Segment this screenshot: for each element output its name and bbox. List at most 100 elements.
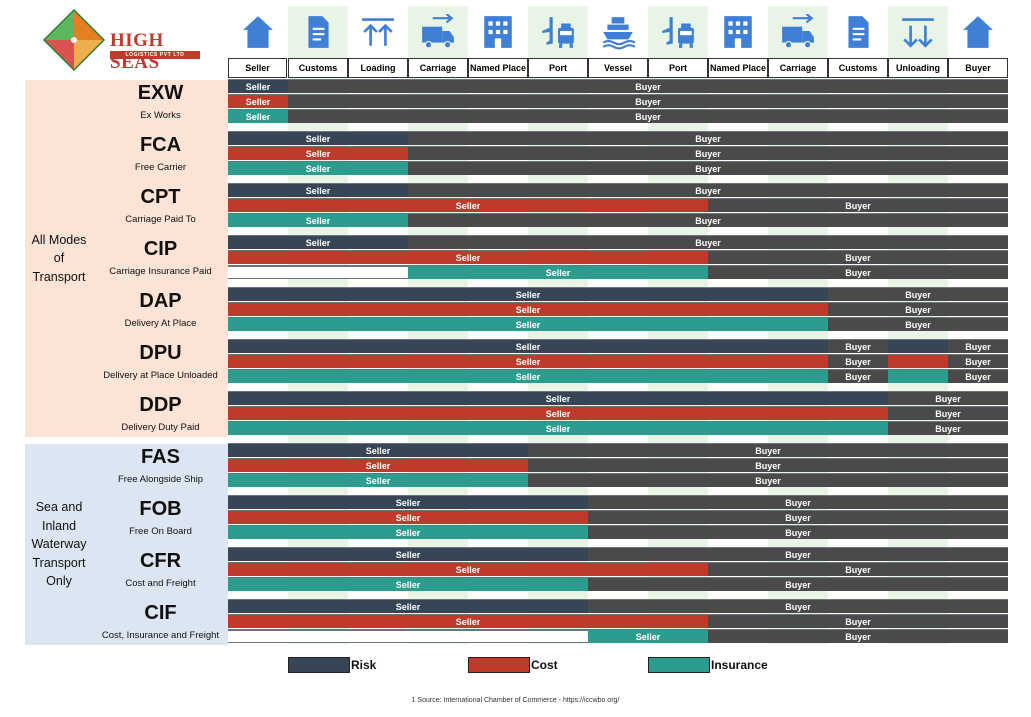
insurance-seller-segment: Seller xyxy=(228,214,408,227)
diamond-logo-icon xyxy=(42,8,106,72)
building-icon xyxy=(484,16,512,48)
risk-seller-segment: Seller xyxy=(228,496,588,509)
insurance-row xyxy=(228,317,1008,330)
insurance-none-segment xyxy=(228,266,408,279)
insurance-seller-segment: Seller xyxy=(408,266,708,279)
transport-group-label-line: Transport xyxy=(32,269,86,284)
transport-group-label-line: Sea and xyxy=(35,500,83,515)
risk-buyer-segment: Buyer xyxy=(408,236,1008,249)
insurance-buyer-segment: Buyer xyxy=(708,630,1008,643)
transport-group-label-line: All Modes xyxy=(31,232,87,247)
incoterm-name: Cost and Freight xyxy=(125,578,196,589)
risk-buyer-segment: Buyer xyxy=(288,80,1008,93)
cost-seller-segment: Seller xyxy=(228,95,288,108)
insurance-buyer-segment: Buyer xyxy=(288,110,1008,123)
insurance-seller-segment: Seller xyxy=(588,630,708,643)
transport-group-label-line: Inland xyxy=(41,518,77,533)
risk-buyer-segment: Buyer xyxy=(828,340,888,353)
insurance-row xyxy=(228,629,1008,642)
transport-group-label-line: Transport xyxy=(32,555,86,570)
stage-label: Named Place xyxy=(708,58,768,78)
cost-row xyxy=(228,198,1008,211)
risk-row xyxy=(228,79,1008,92)
transport-group-label: Sea and Inland Waterway Transport Only xyxy=(25,498,93,591)
cost-buyer-segment: Buyer xyxy=(708,251,1008,264)
risk-row xyxy=(228,391,1008,404)
stage-icon-cell xyxy=(708,6,768,58)
cost-seller-segment: Seller xyxy=(228,199,708,212)
footnote: 1 Source: International Chamber of Comme… xyxy=(411,697,620,704)
insurance-buyer-segment: Buyer xyxy=(528,474,1008,487)
insurance-seller-segment: Seller xyxy=(228,474,528,487)
risk-row xyxy=(228,599,1008,612)
stage-icon-cell xyxy=(828,6,888,58)
incoterm-code: FOB xyxy=(139,498,182,520)
insurance-row xyxy=(228,265,1008,278)
incoterm-code: CFR xyxy=(139,550,182,572)
stage-label: Unloading xyxy=(888,58,948,78)
cost-row xyxy=(228,562,1008,575)
insurance-row xyxy=(228,109,1008,122)
unloading-arrows-icon xyxy=(902,18,934,48)
risk-seller-segment: Seller xyxy=(228,392,888,405)
cost-buyer-segment: Buyer xyxy=(708,563,1008,576)
insurance-row xyxy=(228,577,1008,590)
stage-icon-cell xyxy=(408,6,468,58)
risk-seller-segment: Seller xyxy=(228,340,828,353)
incoterm-code: FAS xyxy=(141,446,180,468)
stage-label: Seller xyxy=(228,58,287,78)
risk-seller-segment xyxy=(888,340,948,353)
legend-cost-swatch xyxy=(468,657,530,673)
incoterm-name: Free On Board xyxy=(129,526,192,537)
cost-seller-segment: Seller xyxy=(228,147,408,160)
risk-seller-segment: Seller xyxy=(228,548,588,561)
loading-arrows-icon xyxy=(362,18,394,46)
cost-seller-segment: Seller xyxy=(228,251,708,264)
insurance-buyer-segment: Buyer xyxy=(828,318,1008,331)
insurance-buyer-segment: Buyer xyxy=(948,370,1008,383)
stage-icon-cell xyxy=(768,6,828,58)
insurance-row xyxy=(228,369,1008,382)
cost-seller-segment xyxy=(888,355,948,368)
risk-seller-segment: Seller xyxy=(228,444,528,457)
cost-row xyxy=(228,94,1008,107)
cost-seller-segment: Seller xyxy=(228,407,888,420)
cost-seller-segment: Seller xyxy=(228,355,828,368)
transport-group-label-line: of xyxy=(53,251,65,266)
legend-cost-label: Cost xyxy=(531,658,558,672)
insurance-buyer-segment: Buyer xyxy=(708,266,1008,279)
stage-label: Vessel xyxy=(588,58,648,78)
incoterm-name: Delivery at Place Unloaded xyxy=(103,370,218,381)
risk-seller-segment: Seller xyxy=(228,132,408,145)
risk-row xyxy=(228,287,1008,300)
risk-row xyxy=(228,443,1008,456)
ship-icon xyxy=(602,17,636,50)
document-icon xyxy=(308,16,329,48)
insurance-row xyxy=(228,213,1008,226)
stage-label: Customs xyxy=(828,58,888,78)
cost-row xyxy=(228,302,1008,315)
insurance-seller-segment xyxy=(888,370,948,383)
risk-buyer-segment: Buyer xyxy=(948,340,1008,353)
transport-group-label-line: Waterway xyxy=(31,537,87,552)
legend-risk-swatch xyxy=(288,657,350,673)
cost-row xyxy=(228,510,1008,523)
insurance-seller-segment: Seller xyxy=(228,578,588,591)
incoterm-name: Delivery At Place xyxy=(124,318,197,329)
risk-seller-segment: Seller xyxy=(228,236,408,249)
insurance-seller-segment: Seller xyxy=(228,110,288,123)
stage-label: Port xyxy=(648,58,708,78)
risk-buyer-segment: Buyer xyxy=(408,132,1008,145)
insurance-seller-segment: Seller xyxy=(228,526,588,539)
cost-seller-segment: Seller xyxy=(228,511,588,524)
truck-icon xyxy=(422,14,454,49)
incoterm-code: CIP xyxy=(143,238,178,260)
insurance-buyer-segment: Buyer xyxy=(588,526,1008,539)
incoterm-code: CPT xyxy=(140,186,181,208)
cost-seller-segment: Seller xyxy=(228,615,708,628)
stage-label: Customs xyxy=(288,58,348,78)
house-icon xyxy=(242,16,273,48)
cost-row xyxy=(228,146,1008,159)
legend-insurance-label: Insurance xyxy=(711,658,768,672)
document-icon xyxy=(848,16,869,48)
